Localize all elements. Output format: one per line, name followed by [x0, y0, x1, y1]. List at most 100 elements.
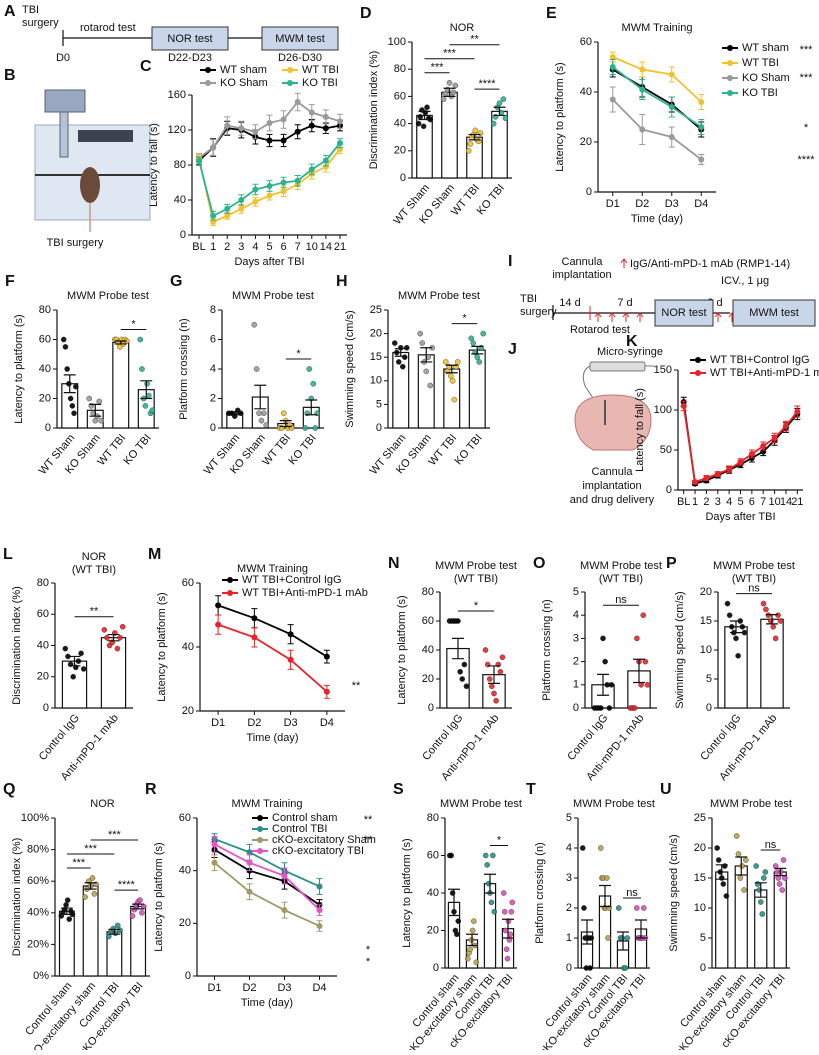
data-point — [597, 845, 604, 851]
x-tick-label: D4 — [320, 717, 334, 729]
data-point — [117, 927, 123, 933]
marker — [251, 615, 258, 622]
y-tick-label: 10 — [694, 902, 706, 914]
legend-marker — [695, 357, 701, 363]
data-point — [468, 335, 475, 342]
panel-b: B TBI surgery — [4, 67, 151, 249]
data-point — [471, 918, 477, 924]
y-tick-label: 0 — [180, 229, 186, 241]
x-tick-label: 2 — [224, 241, 230, 253]
y-axis-label: Discrimination index (%) — [11, 586, 23, 705]
series-line — [214, 843, 321, 911]
legend-marker — [287, 67, 293, 73]
data-point — [733, 833, 740, 839]
marker — [639, 126, 646, 133]
data-point — [472, 127, 479, 134]
arrow-legend — [620, 258, 628, 268]
data-point — [403, 344, 410, 351]
data-point — [448, 852, 454, 859]
chart-title: MWM Training — [232, 798, 303, 810]
data-point — [114, 645, 121, 652]
y-tick-label: 40 — [174, 194, 186, 206]
data-point — [640, 612, 647, 619]
y-tick-label: 100 — [388, 36, 406, 48]
x-tick-label: D2 — [247, 717, 261, 729]
panel-label: C — [140, 58, 152, 75]
y-tick-label: 5 — [706, 673, 712, 685]
chart-panel: U MWM Probe test 0 5 10 15 20 25 Swimming speed … — [660, 781, 792, 1055]
data-point — [624, 935, 631, 941]
data-point — [452, 82, 459, 89]
significance-label: ns — [748, 583, 760, 595]
x-tick-label: D3 — [665, 198, 679, 210]
data-point — [739, 624, 746, 630]
y-tick-label: 0 — [666, 484, 672, 496]
data-point — [642, 658, 649, 665]
data-point — [395, 359, 402, 365]
data-point — [86, 395, 93, 402]
y-tick-label: 60 — [422, 615, 434, 627]
error-bar — [114, 340, 127, 345]
day-label: D0 — [56, 52, 70, 64]
marker — [703, 475, 710, 481]
x-tick-label: BL — [677, 496, 690, 508]
marker — [294, 177, 301, 184]
panel-label: I — [508, 253, 512, 270]
x-tick-label: 2 — [703, 496, 709, 508]
marker — [266, 192, 273, 199]
x-tick-label: 6 — [281, 241, 287, 253]
data-point — [641, 905, 647, 911]
legend-label: WT TBI+Control IgG — [710, 354, 810, 366]
data-point — [251, 321, 258, 328]
y-tick-label: 0 — [573, 702, 579, 714]
y-tick-label: 20 — [370, 328, 382, 340]
significance-label: * — [804, 122, 809, 134]
x-tick-label: KO TBI — [475, 182, 507, 217]
data-point — [393, 349, 400, 356]
surgery-label: surgery — [22, 17, 59, 29]
data-point — [579, 845, 586, 851]
x-tick-label: 4 — [726, 496, 732, 508]
syringe-label: Micro-syringe — [597, 346, 663, 358]
marker — [196, 157, 203, 164]
panel-label: L — [3, 546, 13, 563]
data-point — [598, 705, 604, 711]
y-tick-label: 20 — [422, 673, 434, 685]
y-tick-label: 0 — [43, 702, 49, 714]
x-tick-label: D1 — [606, 198, 620, 210]
marker — [737, 459, 744, 465]
marker — [794, 408, 801, 415]
series-line — [213, 862, 320, 927]
data-point — [772, 635, 779, 642]
data-point — [588, 935, 595, 941]
chart-panel: N MWM Probe test(WT TBI) 0 20 40 60 80 Latency … — [388, 555, 517, 783]
y-tick-label: 20 — [37, 671, 49, 683]
data-point — [465, 147, 472, 154]
marker — [771, 435, 778, 441]
legend-label: KO TBI — [742, 87, 778, 99]
data-point — [119, 623, 126, 630]
data-point — [446, 80, 453, 86]
y-tick-label: 0 — [586, 186, 592, 198]
series-line — [217, 604, 328, 658]
significance-label: *** — [800, 72, 814, 84]
data-point — [66, 380, 72, 387]
data-point — [714, 845, 720, 851]
error-bar — [754, 882, 767, 898]
legend-marker — [257, 848, 263, 854]
y-axis-label: Latency to fall (s) — [634, 388, 646, 472]
marker — [210, 212, 217, 219]
marker — [336, 118, 343, 125]
error-bar — [305, 399, 318, 416]
significance-label: *** — [108, 829, 122, 841]
data-point — [112, 930, 119, 937]
y-tick-label: 60 — [179, 812, 191, 824]
marker — [266, 120, 273, 126]
y-tick-label: 5 — [376, 398, 382, 410]
marker — [246, 859, 253, 866]
chart-title: MWM Probe test — [580, 560, 662, 572]
error-bar — [617, 931, 629, 951]
error-bar — [448, 888, 460, 917]
data-point — [499, 654, 506, 661]
mwm-label: MWM test — [275, 33, 325, 45]
